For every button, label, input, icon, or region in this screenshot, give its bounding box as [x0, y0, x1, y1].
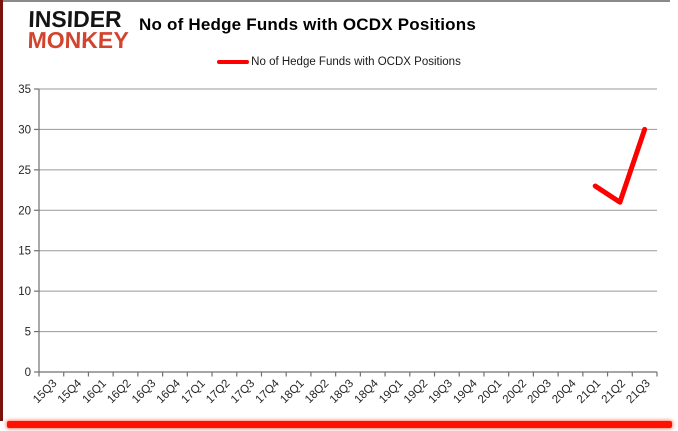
y-tick-label: 10 [18, 286, 31, 298]
legend-label: No of Hedge Funds with OCDX Positions [251, 56, 461, 68]
x-tick-label: 17Q1 [179, 378, 207, 406]
x-tick-label: 19Q3 [427, 378, 455, 406]
x-tick-label: 18Q1 [278, 378, 306, 406]
x-tick-label: 18Q2 [303, 378, 331, 406]
chart-title: No of Hedge Funds with OCDX Positions [139, 15, 477, 34]
x-tick-label: 20Q4 [550, 377, 579, 406]
x-tick-label: 17Q2 [204, 378, 232, 406]
y-tick-label: 30 [18, 124, 31, 136]
y-tick-label: 15 [18, 246, 31, 258]
insider-monkey-logo: INSIDER MONKEY [27, 6, 130, 54]
x-tick-label: 19Q1 [377, 378, 405, 406]
series-line [592, 126, 648, 205]
x-tick-label: 16Q2 [105, 378, 133, 406]
x-tick-label: 20Q3 [525, 378, 553, 406]
x-tick-label: 16Q3 [130, 378, 158, 406]
x-tick-label: 19Q4 [451, 377, 480, 406]
x-tick-label: 18Q3 [328, 378, 356, 406]
x-tick-label: 20Q2 [501, 378, 529, 406]
y-tick-label: 25 [18, 165, 31, 177]
legend-line-swatch [217, 60, 250, 64]
frame-border-right [668, 2, 677, 426]
logo-line-monkey: MONKEY [27, 27, 130, 54]
frame-border-bottom [7, 421, 672, 428]
x-tick-label: 17Q4 [254, 377, 283, 406]
x-tick-label: 21Q3 [624, 378, 652, 406]
x-tick-label: 17Q3 [229, 378, 257, 406]
x-tick-label: 19Q2 [402, 378, 430, 406]
frame-border-left [0, 0, 3, 421]
x-tick-label: 21Q1 [575, 378, 603, 406]
y-tick-label: 0 [25, 367, 31, 379]
x-tick-label: 18Q4 [352, 377, 381, 406]
x-tick-label: 20Q1 [476, 378, 504, 406]
x-tick-label: 15Q3 [31, 378, 59, 406]
legend: No of Hedge Funds with OCDX Positions [0, 56, 678, 68]
x-tick-label: 21Q2 [600, 378, 628, 406]
x-tick-label: 16Q4 [155, 377, 184, 406]
x-tick-label: 15Q4 [56, 377, 85, 406]
frame-border-top [0, 0, 670, 2]
y-tick-label: 5 [25, 327, 31, 339]
y-tick-label: 20 [18, 205, 31, 217]
x-tick-label: 16Q1 [81, 378, 109, 406]
y-tick-label: 35 [18, 84, 31, 96]
